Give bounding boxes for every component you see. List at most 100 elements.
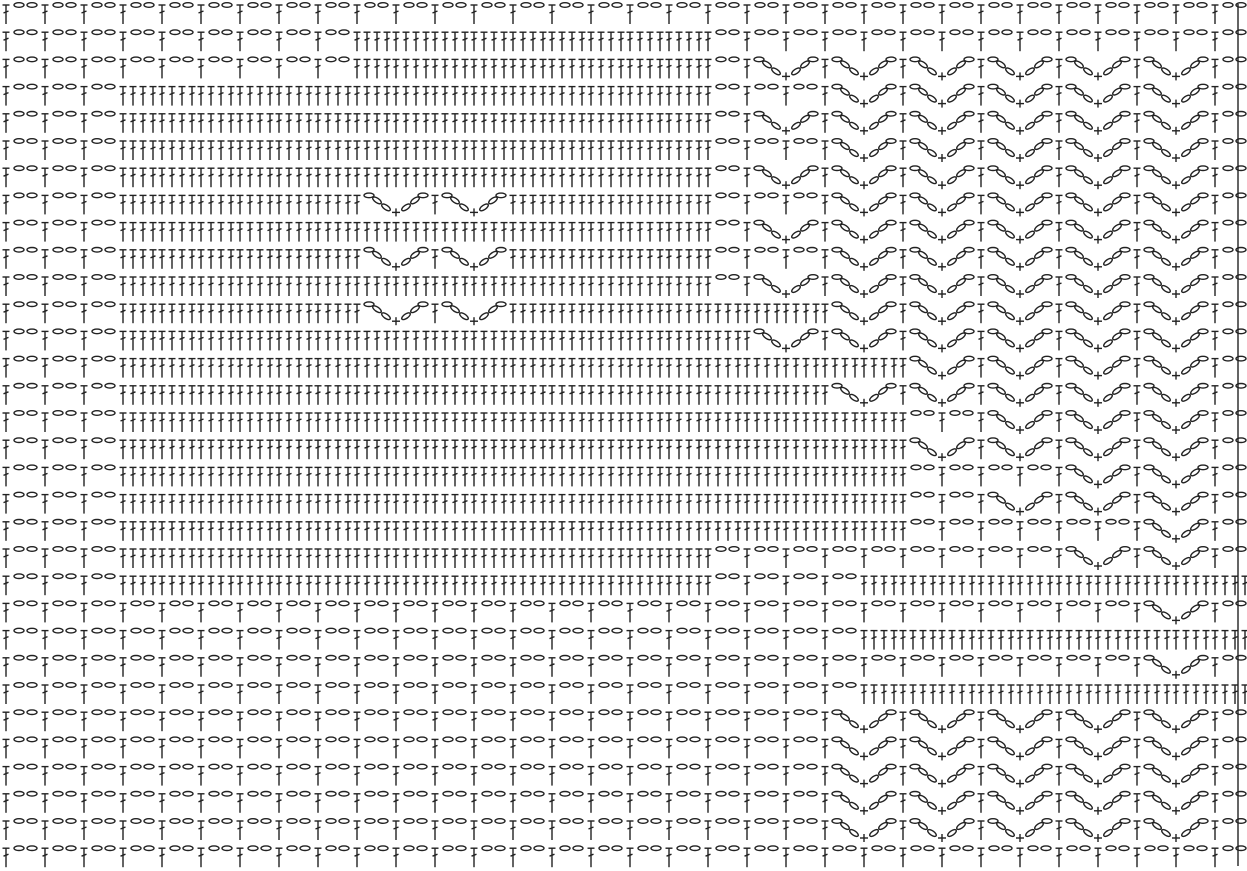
stitch-lace bbox=[900, 275, 975, 298]
stitch-open bbox=[1173, 846, 1208, 867]
stitch-open bbox=[42, 84, 77, 105]
stitch-filled bbox=[354, 495, 391, 514]
stitch-open bbox=[3, 520, 38, 541]
stitch-open bbox=[159, 710, 194, 731]
stitch-open bbox=[1212, 438, 1247, 459]
stitch-filled bbox=[432, 32, 469, 51]
stitch-filled bbox=[198, 277, 235, 296]
stitch-open bbox=[432, 710, 467, 731]
stitch-open bbox=[159, 57, 194, 78]
stitch-open bbox=[1212, 547, 1247, 568]
stitch-filled bbox=[276, 549, 313, 568]
stitch-open bbox=[120, 764, 155, 785]
stitch-open bbox=[3, 84, 38, 105]
stitch-open bbox=[627, 792, 662, 813]
stitch-open bbox=[3, 737, 38, 758]
stitch-open bbox=[81, 84, 116, 105]
stitch-filled bbox=[432, 223, 469, 242]
stitch-filled bbox=[315, 576, 352, 595]
stitch-filled bbox=[588, 413, 625, 432]
stitch-open bbox=[666, 764, 701, 785]
stitch-filled bbox=[354, 413, 391, 432]
stitch-open bbox=[276, 737, 311, 758]
stitch-filled bbox=[354, 168, 391, 187]
stitch-open bbox=[315, 57, 350, 78]
stitch-filled bbox=[783, 440, 820, 459]
stitch-filled bbox=[705, 331, 742, 350]
stitch-filled bbox=[666, 59, 703, 78]
stitch-filled bbox=[120, 168, 157, 187]
stitch-open bbox=[549, 737, 584, 758]
stitch-filled bbox=[744, 440, 781, 459]
stitch-filled bbox=[627, 87, 664, 106]
stitch-filled bbox=[627, 386, 664, 405]
stitch-filled bbox=[822, 440, 859, 459]
stitch-filled bbox=[627, 495, 664, 514]
stitch-lace bbox=[900, 710, 975, 733]
stitch-lace bbox=[900, 166, 975, 189]
stitch-filled bbox=[198, 576, 235, 595]
stitch-open bbox=[705, 737, 740, 758]
stitch-filled bbox=[432, 522, 469, 541]
stitch-filled bbox=[783, 413, 820, 432]
stitch-filled bbox=[510, 576, 547, 595]
stitch-open bbox=[159, 737, 194, 758]
stitch-open bbox=[588, 792, 623, 813]
stitch-filled bbox=[549, 277, 586, 296]
stitch-lace bbox=[978, 193, 1053, 216]
stitch-filled bbox=[276, 522, 313, 541]
stitch-filled bbox=[666, 141, 703, 160]
stitch-open bbox=[3, 30, 38, 51]
stitch-open bbox=[549, 601, 584, 622]
stitch-open bbox=[705, 112, 740, 133]
stitch-open bbox=[393, 710, 428, 731]
stitch-open bbox=[783, 846, 818, 867]
stitch-open bbox=[432, 656, 467, 677]
stitch-filled bbox=[315, 359, 352, 378]
stitch-open bbox=[510, 764, 545, 785]
stitch-open bbox=[159, 683, 194, 704]
stitch-filled bbox=[822, 522, 859, 541]
stitch-lace bbox=[900, 139, 975, 162]
stitch-open bbox=[159, 846, 194, 867]
stitch-lace bbox=[1134, 112, 1209, 135]
stitch-filled bbox=[510, 87, 547, 106]
stitch-filled bbox=[900, 685, 937, 704]
stitch-open bbox=[120, 792, 155, 813]
stitch-lace bbox=[900, 57, 975, 80]
stitch-filled bbox=[315, 304, 352, 323]
stitch-filled bbox=[120, 413, 157, 432]
stitch-filled bbox=[822, 413, 859, 432]
stitch-filled bbox=[432, 277, 469, 296]
stitch-lace bbox=[1134, 656, 1209, 679]
stitch-filled bbox=[276, 223, 313, 242]
stitch-filled bbox=[588, 304, 625, 323]
stitch-filled bbox=[198, 223, 235, 242]
stitch-lace bbox=[1056, 411, 1131, 434]
stitch-filled bbox=[159, 87, 196, 106]
stitch-lace bbox=[1134, 193, 1209, 216]
stitch-open bbox=[666, 819, 701, 840]
stitch-open bbox=[3, 411, 38, 432]
stitch-filled bbox=[315, 87, 352, 106]
stitch-filled bbox=[315, 495, 352, 514]
stitch-open bbox=[705, 57, 740, 78]
stitch-open bbox=[627, 764, 662, 785]
stitch-open bbox=[861, 30, 896, 51]
stitch-open bbox=[198, 628, 233, 649]
stitch-filled bbox=[666, 250, 703, 269]
stitch-lace bbox=[1134, 248, 1209, 271]
stitch-filled bbox=[861, 413, 898, 432]
stitch-lace bbox=[1134, 737, 1209, 760]
stitch-open bbox=[627, 628, 662, 649]
stitch-filled bbox=[393, 522, 430, 541]
stitch-lace bbox=[822, 84, 897, 107]
stitch-lace bbox=[1056, 792, 1131, 815]
stitch-open bbox=[666, 3, 701, 24]
stitch-open bbox=[42, 628, 77, 649]
stitch-filled bbox=[822, 495, 859, 514]
stitch-open bbox=[159, 601, 194, 622]
stitch-open bbox=[783, 710, 818, 731]
stitch-filled bbox=[120, 195, 157, 214]
stitch-filled bbox=[471, 223, 508, 242]
